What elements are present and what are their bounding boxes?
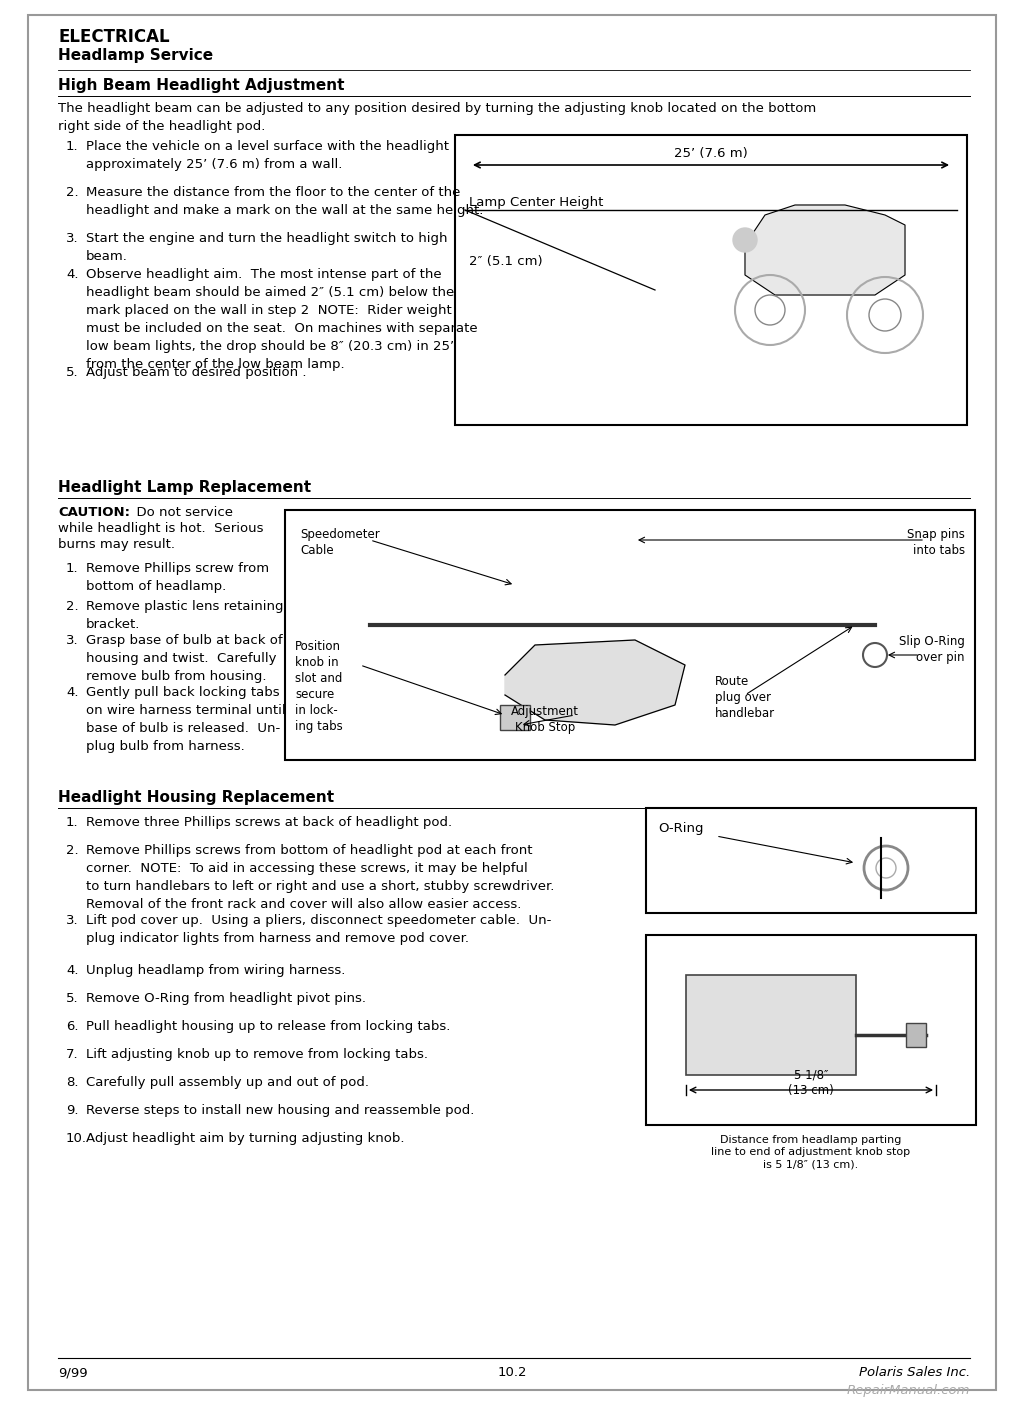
Text: RepairManual.com: RepairManual.com (847, 1383, 970, 1397)
Text: 5.: 5. (66, 366, 79, 379)
Text: Lamp Center Height: Lamp Center Height (469, 196, 603, 209)
Text: 2.: 2. (66, 600, 79, 613)
Text: 10.: 10. (66, 1132, 87, 1145)
Text: 2.: 2. (66, 845, 79, 857)
Text: Do not service: Do not service (128, 506, 233, 519)
Text: Headlight Housing Replacement: Headlight Housing Replacement (58, 790, 334, 805)
Text: Gently pull back locking tabs
on wire harness terminal until
base of bulb is rel: Gently pull back locking tabs on wire ha… (86, 686, 286, 753)
Polygon shape (505, 640, 685, 725)
Bar (285, 511, 975, 760)
Text: Remove Phillips screw from
bottom of headlamp.: Remove Phillips screw from bottom of hea… (86, 563, 269, 593)
Text: 5.: 5. (66, 992, 79, 1005)
Text: Speedometer
Cable: Speedometer Cable (300, 528, 380, 557)
Text: Route
plug over
handlebar: Route plug over handlebar (715, 675, 775, 720)
Text: 5 1/8″
(13 cm): 5 1/8″ (13 cm) (788, 1068, 834, 1097)
Text: Remove three Phillips screws at back of headlight pod.: Remove three Phillips screws at back of … (86, 817, 453, 829)
Text: High Beam Headlight Adjustment: High Beam Headlight Adjustment (58, 79, 344, 93)
Text: Lift pod cover up.  Using a pliers, disconnect speedometer cable.  Un-
plug indi: Lift pod cover up. Using a pliers, disco… (86, 913, 551, 946)
Text: 3.: 3. (66, 913, 79, 927)
Text: 7.: 7. (66, 1048, 79, 1061)
Bar (500, 704, 530, 730)
Text: 9/99: 9/99 (58, 1367, 88, 1379)
Text: 10.2: 10.2 (498, 1367, 526, 1379)
Text: 1.: 1. (66, 817, 79, 829)
Text: 3.: 3. (66, 634, 79, 647)
Polygon shape (745, 205, 905, 295)
Bar (906, 1023, 926, 1047)
Text: 1.: 1. (66, 140, 79, 153)
Text: CAUTION:: CAUTION: (58, 506, 130, 519)
Text: ELECTRICAL: ELECTRICAL (58, 28, 170, 46)
Text: 6.: 6. (66, 1020, 79, 1033)
Text: Slip O-Ring
over pin: Slip O-Ring over pin (899, 636, 965, 664)
Text: Distance from headlamp parting
line to end of adjustment knob stop
is 5 1/8″ (13: Distance from headlamp parting line to e… (712, 1135, 910, 1170)
Text: Adjust headlight aim by turning adjusting knob.: Adjust headlight aim by turning adjustin… (86, 1132, 404, 1145)
Text: 4.: 4. (66, 964, 79, 976)
Text: Remove O-Ring from headlight pivot pins.: Remove O-Ring from headlight pivot pins. (86, 992, 366, 1005)
Text: Headlight Lamp Replacement: Headlight Lamp Replacement (58, 480, 311, 495)
Text: Snap pins
into tabs: Snap pins into tabs (907, 528, 965, 557)
Text: 9.: 9. (66, 1104, 79, 1117)
Text: Polaris Sales Inc.: Polaris Sales Inc. (859, 1367, 970, 1379)
Text: burns may result.: burns may result. (58, 537, 175, 551)
Text: Adjust beam to desired position .: Adjust beam to desired position . (86, 366, 306, 379)
Text: Adjustment
Knob Stop: Adjustment Knob Stop (511, 704, 579, 734)
Text: 2″ (5.1 cm): 2″ (5.1 cm) (469, 255, 543, 268)
Text: Position
knob in
slot and
secure
in lock-
ing tabs: Position knob in slot and secure in lock… (295, 640, 343, 732)
Text: 3.: 3. (66, 231, 79, 246)
Text: Measure the distance from the floor to the center of the
headlight and make a ma: Measure the distance from the floor to t… (86, 187, 483, 217)
Bar (686, 975, 856, 1075)
Text: O-Ring: O-Ring (658, 822, 703, 835)
Text: Lift adjusting knob up to remove from locking tabs.: Lift adjusting knob up to remove from lo… (86, 1048, 428, 1061)
Bar (455, 135, 967, 425)
Text: Pull headlight housing up to release from locking tabs.: Pull headlight housing up to release fro… (86, 1020, 451, 1033)
Text: Start the engine and turn the headlight switch to high
beam.: Start the engine and turn the headlight … (86, 231, 447, 262)
Text: Remove Phillips screws from bottom of headlight pod at each front
corner.  NOTE:: Remove Phillips screws from bottom of he… (86, 845, 554, 911)
Text: Place the vehicle on a level surface with the headlight
approximately 25’ (7.6 m: Place the vehicle on a level surface wit… (86, 140, 449, 171)
Bar (646, 808, 976, 913)
Text: Headlamp Service: Headlamp Service (58, 48, 213, 63)
Text: while headlight is hot.  Serious: while headlight is hot. Serious (58, 522, 263, 535)
Text: The headlight beam can be adjusted to any position desired by turning the adjust: The headlight beam can be adjusted to an… (58, 102, 816, 133)
Text: 2.: 2. (66, 187, 79, 199)
Text: 8.: 8. (66, 1076, 79, 1089)
Text: 1.: 1. (66, 563, 79, 575)
Text: 4.: 4. (66, 268, 79, 281)
Text: Remove plastic lens retaining
bracket.: Remove plastic lens retaining bracket. (86, 600, 284, 631)
Text: Carefully pull assembly up and out of pod.: Carefully pull assembly up and out of po… (86, 1076, 369, 1089)
Text: Observe headlight aim.  The most intense part of the
headlight beam should be ai: Observe headlight aim. The most intense … (86, 268, 477, 370)
Text: 25’ (7.6 m): 25’ (7.6 m) (674, 147, 748, 160)
Text: Reverse steps to install new housing and reassemble pod.: Reverse steps to install new housing and… (86, 1104, 474, 1117)
Text: Unplug headlamp from wiring harness.: Unplug headlamp from wiring harness. (86, 964, 345, 976)
Text: 4.: 4. (66, 686, 79, 699)
Circle shape (733, 229, 757, 253)
Text: Grasp base of bulb at back of
housing and twist.  Carefully
remove bulb from hou: Grasp base of bulb at back of housing an… (86, 634, 283, 683)
Bar (646, 934, 976, 1125)
